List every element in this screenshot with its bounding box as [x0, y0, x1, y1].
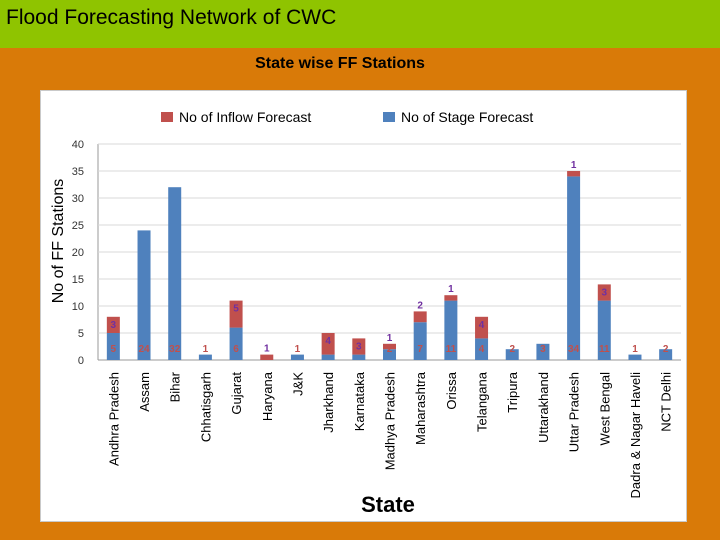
- bar-stage: [413, 322, 427, 360]
- bar-inflow: [106, 316, 120, 333]
- data-label-inflow: 2: [417, 300, 423, 311]
- data-label-stage: 11: [599, 344, 610, 355]
- data-label-stage: 2: [387, 344, 393, 355]
- data-label-stage: 2: [663, 344, 669, 355]
- category-label: Bihar: [168, 371, 183, 402]
- legend-label-inflow: No of Inflow Forecast: [179, 109, 311, 125]
- category-label: Telangana: [475, 371, 490, 432]
- bar-inflow: [352, 338, 366, 355]
- data-label-stage: 1: [632, 344, 638, 355]
- bar-inflow: [475, 316, 489, 339]
- data-label-inflow: 1: [448, 284, 454, 295]
- bar-stage: [597, 300, 611, 360]
- bar-stage: [444, 300, 458, 360]
- data-label-inflow: 4: [479, 320, 485, 331]
- y-tick-label: 40: [72, 139, 84, 151]
- subtitle-area: State wise FF Stations: [0, 48, 720, 82]
- category-label: Haryana: [260, 371, 275, 421]
- y-tick-label: 15: [72, 274, 84, 286]
- data-label-stage: 6: [233, 344, 239, 355]
- data-label-inflow: 3: [356, 341, 362, 352]
- data-label-stage: 7: [417, 344, 423, 355]
- bar-inflow: [567, 171, 581, 177]
- x-axis-title: State: [361, 492, 415, 517]
- y-tick-label: 10: [72, 301, 84, 313]
- y-tick-label: 20: [72, 247, 84, 259]
- data-label-stage: 3: [540, 344, 546, 355]
- category-label: Madhya Pradesh: [383, 372, 398, 470]
- category-label: Uttarakhand: [536, 372, 551, 443]
- category-label: Gujarat: [229, 372, 244, 415]
- bar-stage: [505, 349, 519, 360]
- bar-stage: [198, 354, 212, 360]
- category-label: NCT Delhi: [659, 372, 674, 432]
- legend-label-stage: No of Stage Forecast: [401, 109, 533, 125]
- y-tick-label: 25: [72, 220, 84, 232]
- category-label: Karnataka: [352, 371, 367, 431]
- data-label-inflow: 5: [233, 304, 239, 315]
- data-label-inflow: 3: [111, 320, 117, 331]
- data-label-stage: 34: [568, 344, 580, 355]
- category-label: Dadra & Nagar Haveli: [628, 372, 643, 499]
- data-label-stage: 24: [138, 344, 150, 355]
- bar-stage: [383, 349, 396, 360]
- data-label-stage: 4: [479, 344, 485, 355]
- bar-stage: [229, 327, 243, 360]
- data-label-stage: 1: [295, 344, 301, 355]
- legend-swatch-inflow: [161, 112, 173, 122]
- category-label: Andhra Pradesh: [106, 372, 121, 466]
- data-label-inflow: 1: [387, 333, 393, 344]
- y-tick-label: 35: [72, 166, 84, 178]
- data-label-inflow: 1: [571, 160, 577, 171]
- data-label-stage: 1: [203, 344, 209, 355]
- y-tick-label: 30: [72, 193, 84, 205]
- category-label: Jharkhand: [321, 372, 336, 433]
- category-label: J&K: [290, 372, 305, 396]
- bar-stage: [536, 343, 550, 360]
- bar-stage: [475, 338, 489, 360]
- category-label: Uttar Pradesh: [567, 372, 582, 452]
- category-label: Tripura: [505, 371, 520, 412]
- y-tick-label: 0: [78, 355, 84, 367]
- category-label: Chhatisgarh: [198, 372, 213, 442]
- bar-inflow: [260, 354, 274, 360]
- category-label: Orissa: [444, 371, 459, 409]
- y-axis-title: No of FF Stations: [50, 179, 67, 304]
- data-label-inflow: 1: [264, 344, 270, 355]
- page-title: Flood Forecasting Network of CWC: [6, 6, 337, 29]
- category-label: Assam: [137, 372, 152, 412]
- data-label-inflow: 4: [325, 336, 331, 347]
- data-label-stage: 11: [446, 344, 457, 355]
- page-subtitle: State wise FF Stations: [255, 55, 425, 72]
- bar-stage: [168, 187, 182, 360]
- data-label-stage: 1: [325, 344, 331, 355]
- data-label-stage: 5: [111, 344, 117, 355]
- bar-stage: [321, 354, 335, 360]
- bar-stage: [659, 349, 673, 360]
- bar-inflow: [321, 333, 335, 355]
- data-label-inflow: 3: [602, 287, 608, 298]
- bar-stage: [567, 176, 581, 360]
- bar-inflow: [413, 311, 427, 323]
- bar-stage: [290, 354, 304, 360]
- category-label: Maharashtra: [413, 371, 428, 445]
- bar-inflow: [383, 343, 396, 350]
- data-label-stage: 32: [169, 344, 181, 355]
- bar-stage: [352, 354, 366, 360]
- bar-stage: [628, 354, 642, 360]
- title-bar: Flood Forecasting Network of CWC: [0, 0, 720, 48]
- data-label-stage: 2: [509, 344, 515, 355]
- bar-stage: [106, 333, 120, 360]
- bar-inflow: [229, 300, 243, 328]
- bar-stage: [137, 230, 151, 360]
- y-tick-label: 5: [78, 328, 84, 340]
- category-label: West Bengal: [597, 372, 612, 446]
- legend-swatch-stage: [383, 112, 395, 122]
- chart-panel: 0 5 10 15 20 25 30 35 40 5 3 Andhra Pradesh 24 Assam…: [40, 90, 687, 522]
- data-label-stage: 1: [356, 344, 362, 355]
- bar-inflow: [597, 284, 611, 301]
- bar-inflow: [444, 295, 458, 301]
